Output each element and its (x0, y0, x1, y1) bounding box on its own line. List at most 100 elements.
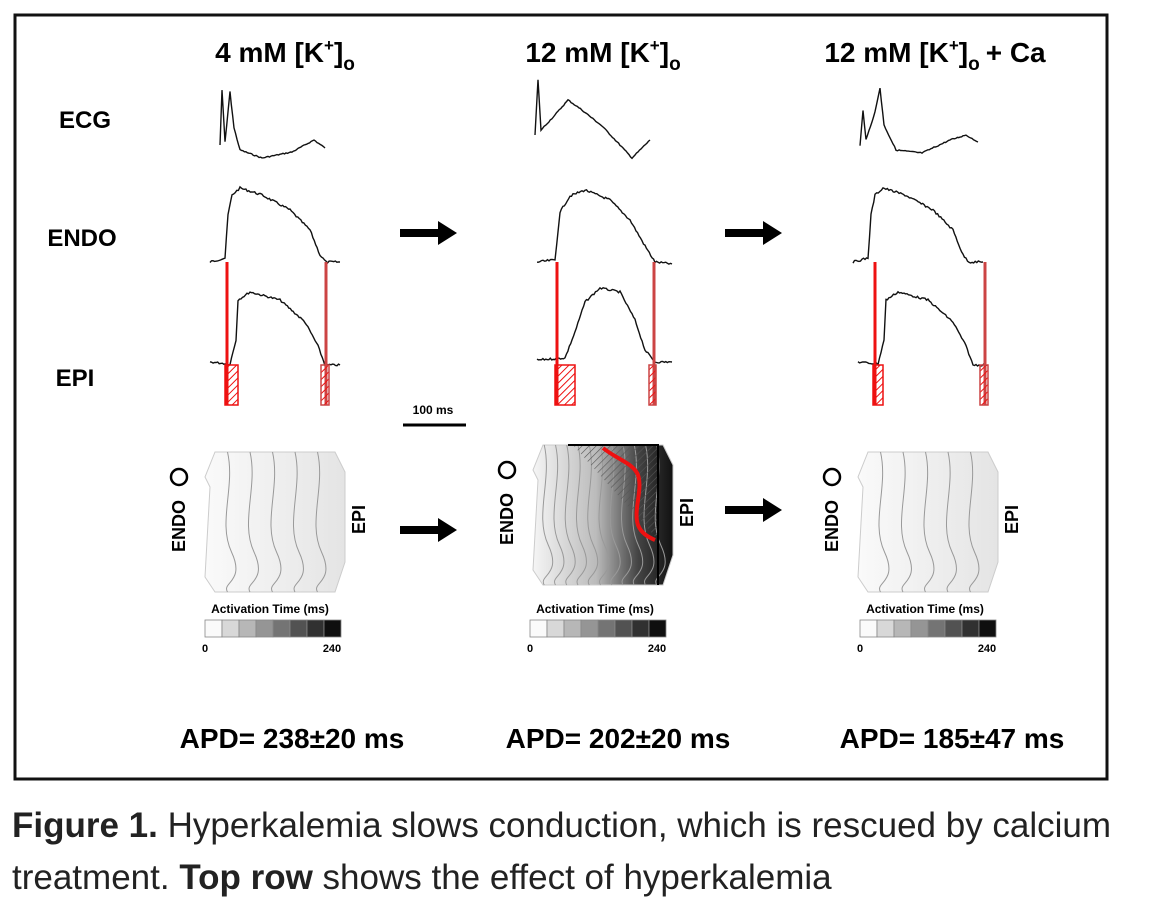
arrow (400, 221, 457, 245)
arrow (725, 221, 782, 245)
repolarization-hatch (320, 364, 330, 406)
isochrone (553, 444, 565, 586)
map-shape (857, 451, 999, 593)
block-line (601, 446, 656, 542)
header-part: + Ca (986, 37, 1046, 68)
column-header: 12 mM [K+]o (525, 36, 680, 75)
stimulus-icon (169, 467, 189, 487)
activation-hatch (224, 364, 239, 406)
row-label: ECG (59, 107, 111, 134)
endo-trace (852, 187, 984, 264)
endo-trace (537, 189, 673, 265)
header-part: + (949, 36, 959, 55)
epi-trace (857, 290, 989, 367)
colorbar-swatch (944, 619, 963, 638)
colorbar-title: Activation Time (ms) (211, 602, 329, 616)
activation-hatch (872, 364, 884, 406)
colorbar-swatch (221, 619, 240, 638)
activation-hatch (554, 364, 576, 406)
arrow (400, 518, 457, 542)
header-part: 4 mM [K (215, 37, 324, 68)
repolarization-hatch (979, 364, 989, 406)
colorbar-swatch (529, 619, 548, 638)
stimulus-icon (497, 460, 517, 480)
block-border (568, 444, 659, 585)
apd-label: APD= 202±20 ms (506, 723, 731, 754)
map-shape (204, 451, 346, 593)
activation-map (532, 444, 674, 586)
colorbar-swatch (289, 619, 308, 638)
colorbar-max: 240 (648, 643, 666, 655)
map-label-right: EPI (349, 505, 369, 534)
scale-bar-label: 100 ms (413, 403, 454, 417)
caption-text: Hyperkalemia slows conduction, which is … (12, 806, 1112, 897)
isochrone (248, 451, 259, 593)
map-label-left: ENDO (169, 500, 189, 552)
map-label-left: ENDO (822, 500, 842, 552)
epi-trace (536, 286, 673, 364)
isochrone (564, 444, 576, 586)
caption-label: Figure 1. (12, 806, 158, 845)
colorbar-swatch (876, 619, 895, 638)
header-part: ] (660, 37, 669, 68)
colorbar-swatch (204, 619, 223, 638)
apd-label: APD= 238±20 ms (180, 723, 405, 754)
colorbar-swatch (631, 619, 650, 638)
endo-trace (209, 185, 341, 264)
colorbar-swatch (546, 619, 565, 638)
column-header: 4 mM [K+]o (215, 36, 355, 75)
row-label: EPI (56, 365, 95, 392)
isochrone (576, 444, 587, 586)
colorbar-swatch (255, 619, 274, 638)
map-label-left: ENDO (497, 493, 517, 545)
ecg-trace (534, 79, 651, 160)
colorbar-min: 0 (202, 643, 208, 655)
caption-bold: Top row (179, 858, 313, 897)
caption-text: shows the effect of hyperkalemia (322, 858, 832, 897)
colorbar-swatch (580, 619, 599, 638)
isochrone (878, 451, 890, 593)
colorbar-title: Activation Time (ms) (866, 602, 984, 616)
colorbar-swatch (238, 619, 257, 638)
header-part: 12 mM [K (525, 37, 649, 68)
apd-label: APD= 185±47 ms (840, 723, 1065, 754)
colorbar-max: 240 (323, 643, 341, 655)
isochrone (968, 451, 980, 593)
isochrone (901, 451, 912, 593)
header-part: o (669, 54, 681, 75)
colorbar-swatch (961, 619, 980, 638)
colorbar-min: 0 (857, 643, 863, 655)
colorbar-min: 0 (527, 643, 533, 655)
isochrone (923, 451, 935, 593)
colorbar-swatch (859, 619, 878, 638)
activation-map (204, 451, 346, 593)
isochrone (587, 444, 599, 586)
colorbar-swatch (614, 619, 633, 638)
isochrone (946, 451, 957, 593)
header-part: ] (959, 37, 968, 68)
header-part: 12 mM [K (824, 37, 948, 68)
header-part: ] (334, 37, 343, 68)
repolarization-hatch (648, 364, 657, 406)
colorbar-swatch (597, 619, 616, 638)
arrow (725, 498, 782, 522)
colorbar-swatch (648, 619, 667, 638)
header-part: o (343, 54, 355, 75)
colorbar-swatch (306, 619, 325, 638)
row-label: ENDO (47, 225, 116, 252)
isochrone (293, 451, 304, 593)
isochrone (315, 451, 327, 593)
colorbar-swatch (272, 619, 291, 638)
isochrone (270, 451, 282, 593)
colorbar-title: Activation Time (ms) (536, 602, 654, 616)
figure-frame (13, 13, 1109, 781)
colorbar-swatch (910, 619, 929, 638)
epi-trace (209, 291, 341, 368)
colorbar-swatch (978, 619, 997, 638)
map-label-right: EPI (1002, 505, 1022, 534)
isochrone (542, 444, 554, 586)
stimulus-icon (822, 467, 842, 487)
ecg-trace (859, 87, 979, 155)
